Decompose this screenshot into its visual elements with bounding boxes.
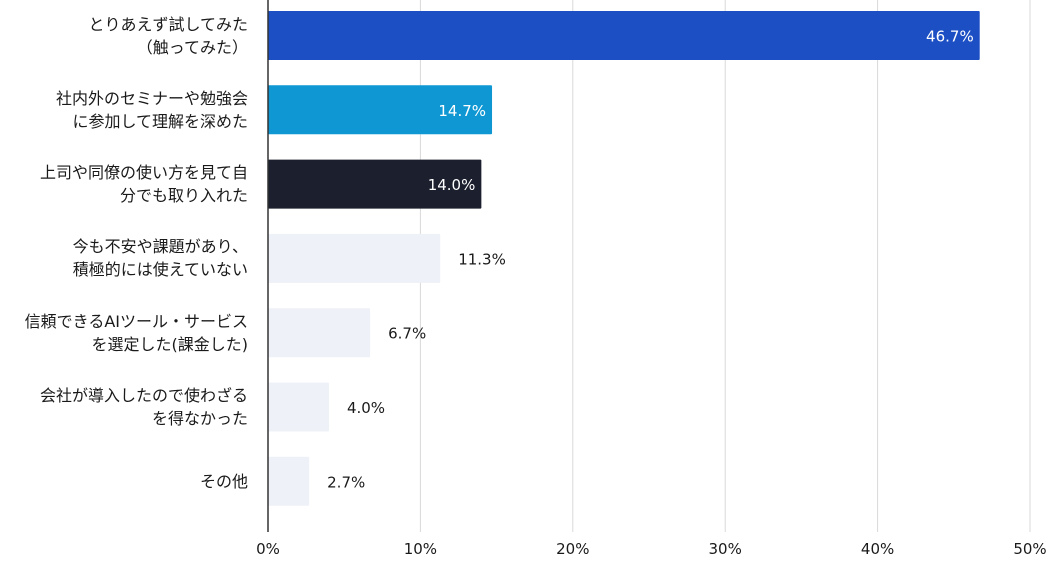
bar-value-label: 14.7% [438, 102, 486, 120]
bar [268, 159, 482, 209]
bar [268, 233, 441, 283]
bar [268, 382, 329, 432]
bar [268, 11, 980, 60]
category-label: とりあえず試してみた （触ってみた） [88, 14, 248, 57]
x-tick-label: 40% [861, 540, 894, 558]
bar [268, 85, 493, 135]
bar-value-label: 14.0% [428, 176, 476, 194]
category-label: 上司や同僚の使い方を見て自 分でも取り入れた [39, 163, 248, 206]
x-tick-label: 20% [556, 540, 589, 558]
x-tick-label: 10% [404, 540, 437, 558]
x-tick-label: 0% [256, 540, 280, 558]
bar-value-label: 46.7% [926, 28, 974, 46]
bar-value-label: 2.7% [327, 473, 365, 491]
x-tick-label: 30% [709, 540, 742, 558]
category-label: 信頼できるAIツール・サービス を選定した(課金した) [24, 311, 248, 354]
category-label: 今も不安や課題があり、 積極的には使えていない [72, 237, 248, 280]
bar [268, 456, 310, 506]
category-label: 会社が導入したので使わざる を得なかった [39, 386, 248, 428]
category-label: その他 [199, 471, 248, 491]
category-label: 社内外のセミナーや勉強会 に参加して理解を深めた [55, 88, 248, 131]
bar-value-label: 4.0% [347, 399, 385, 417]
bar [268, 308, 371, 358]
bar-value-label: 6.7% [388, 325, 426, 343]
bar-value-label: 11.3% [458, 250, 506, 268]
x-tick-label: 50% [1013, 540, 1046, 558]
